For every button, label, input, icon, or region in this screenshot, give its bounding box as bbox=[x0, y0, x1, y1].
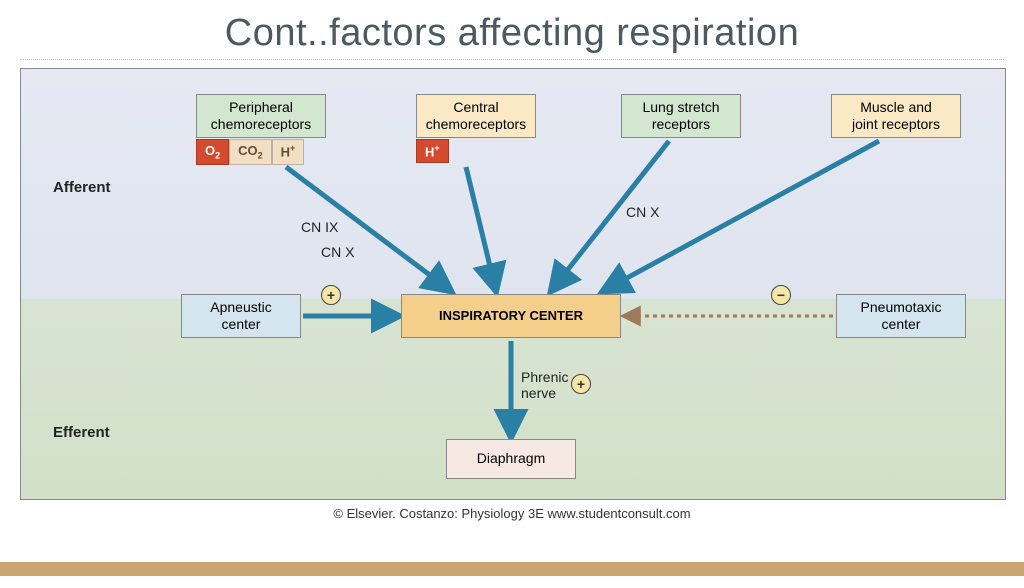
node-inspiratory: INSPIRATORY CENTER bbox=[401, 294, 621, 338]
edge-label: CN IX bbox=[301, 219, 338, 235]
diagram: Afferent Efferent Peripheralchemorecepto… bbox=[20, 68, 1006, 500]
title-rule bbox=[20, 59, 1004, 60]
bottom-bar bbox=[0, 562, 1024, 576]
node-lung: Lung stretchreceptors bbox=[621, 94, 741, 138]
node-pneumotaxic: Pneumotaxiccenter bbox=[836, 294, 966, 338]
node-central: Centralchemoreceptors bbox=[416, 94, 536, 138]
chips-central: H+ bbox=[416, 139, 449, 163]
chip-O: O2 bbox=[196, 139, 229, 165]
node-apneustic: Apneusticcenter bbox=[181, 294, 301, 338]
label-efferent: Efferent bbox=[53, 424, 110, 441]
chips-peripheral: O2CO2H+ bbox=[196, 139, 304, 165]
node-diaphragm: Diaphragm bbox=[446, 439, 576, 479]
edge-label: Phrenic bbox=[521, 369, 568, 385]
node-muscle: Muscle andjoint receptors bbox=[831, 94, 961, 138]
edge-label: CN X bbox=[321, 244, 354, 260]
caption: © Elsevier. Costanzo: Physiology 3E www.… bbox=[0, 506, 1024, 521]
label-afferent: Afferent bbox=[53, 179, 111, 196]
slide-title: Cont..factors affecting respiration bbox=[0, 12, 1024, 55]
chip-CO: CO2 bbox=[229, 139, 272, 165]
edge-label: nerve bbox=[521, 385, 556, 401]
sign-minus: − bbox=[771, 285, 791, 305]
sign-plus: + bbox=[321, 285, 341, 305]
sign-plus: + bbox=[571, 374, 591, 394]
edge-label: CN X bbox=[626, 204, 659, 220]
chip-H: H+ bbox=[416, 139, 449, 163]
chip-H: H+ bbox=[272, 139, 305, 165]
node-peripheral: Peripheralchemoreceptors bbox=[196, 94, 326, 138]
